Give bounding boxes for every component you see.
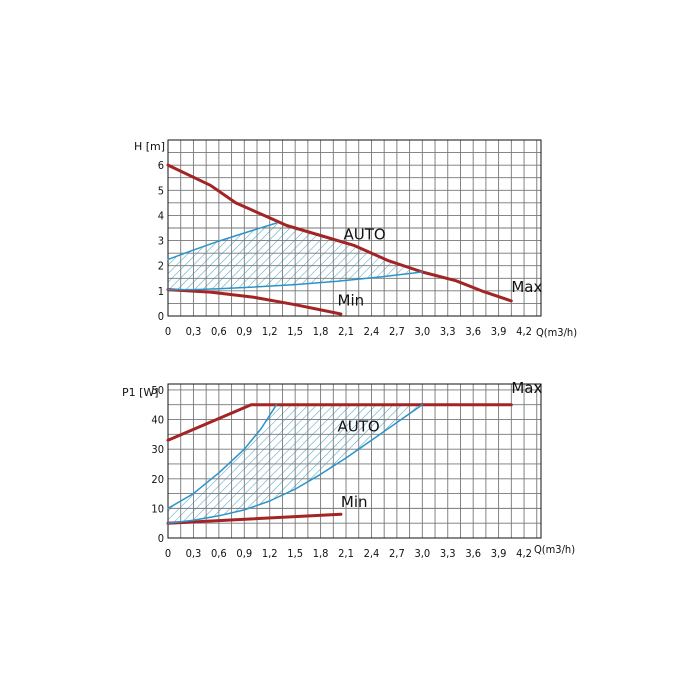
x-tick-label: 2,7 <box>389 547 405 560</box>
y-tick-label: 1 <box>158 285 164 298</box>
series-auto-boundary-line-2 <box>167 222 278 261</box>
x-tick-label: 0,9 <box>236 547 252 560</box>
x-tick-label: 2,4 <box>364 547 380 560</box>
x-tick-label: 0,9 <box>236 325 252 338</box>
x-tick-label: 1,2 <box>262 325 278 338</box>
y-tick-label: 3 <box>158 235 164 248</box>
x-tick-label: 3,9 <box>491 325 507 338</box>
y-tick-label: 40 <box>151 414 164 427</box>
y-axis-label: P1 [W] <box>122 386 159 399</box>
y-tick-label: 10 <box>151 502 164 515</box>
series-auto-boundary-line-3 <box>167 403 424 524</box>
series-min-line <box>166 288 343 316</box>
x-axis-label: Q(m3/h) <box>536 326 577 339</box>
y-axis-label: H [m] <box>134 140 165 153</box>
y-tick-label: 4 <box>158 209 164 222</box>
annotation-min: Min <box>341 493 368 511</box>
annotation-auto: AUTO <box>338 417 380 435</box>
x-tick-label: 2,4 <box>364 325 380 338</box>
x-tick-label: 3,9 <box>491 547 507 560</box>
x-tick-label: 1,8 <box>313 325 329 338</box>
y-tick-label: 20 <box>151 473 164 486</box>
y-tick-label: 50 <box>151 384 164 397</box>
y-tick-label: 2 <box>158 260 164 273</box>
x-tick-label: 0 <box>165 547 171 560</box>
x-tick-label: 0,3 <box>186 325 202 338</box>
y-tick-label: 0 <box>158 310 164 323</box>
x-tick-label: 2,7 <box>389 325 405 338</box>
y-tick-label: 6 <box>158 159 164 172</box>
series-min-line <box>166 512 343 525</box>
series-auto-boundary-line-2 <box>167 403 278 510</box>
head-chart: 0 0,3 0,6 0,9 1,2 1,5 1,8 2,1 2,4 2,7 3,0 3,3 3,6 3,9… <box>134 139 577 339</box>
plot-frame <box>167 139 542 317</box>
x-tick-label: 3,6 <box>465 547 481 560</box>
x-tick-label: 1,5 <box>287 547 303 560</box>
x-tick-label: 0 <box>165 325 171 338</box>
series-auto-boundary-line-3 <box>167 271 424 291</box>
x-axis-label: Q(m3/h) <box>534 543 575 556</box>
annotation-max: Max <box>511 379 542 397</box>
annotation-min: Min <box>338 291 365 309</box>
x-tick-label: 2,1 <box>338 325 354 338</box>
x-tick-label: 0,3 <box>186 547 202 560</box>
series-max-line <box>166 163 513 303</box>
x-tick-label: 2,1 <box>338 547 354 560</box>
y-tick-label: 0 <box>158 532 164 545</box>
x-tick-label: 3,0 <box>414 547 430 560</box>
y-tick-label: 30 <box>151 443 164 456</box>
x-tick-label: 0,6 <box>211 325 227 338</box>
x-tick-label: 1,2 <box>262 547 278 560</box>
power-chart: 0 0,3 0,6 0,9 1,2 1,5 1,8 2,1 2,4 2,7 3,0 3,3 3,6 3,9… <box>122 379 575 560</box>
x-tick-label: 3,0 <box>414 325 430 338</box>
plot-frame <box>167 383 542 539</box>
x-tick-label: 3,3 <box>440 325 456 338</box>
x-tick-label: 0,6 <box>211 547 227 560</box>
annotation-max: Max <box>511 278 542 296</box>
x-tick-label: 1,5 <box>287 325 303 338</box>
x-tick-label: 3,6 <box>465 325 481 338</box>
x-tick-label: 1,8 <box>313 547 329 560</box>
series-max-line <box>166 403 513 442</box>
x-tick-label: 4,2 <box>516 547 532 560</box>
y-tick-label: 5 <box>158 184 164 197</box>
x-tick-label: 4,2 <box>516 325 532 338</box>
annotation-auto: AUTO <box>343 225 385 243</box>
x-tick-label: 3,3 <box>440 547 456 560</box>
